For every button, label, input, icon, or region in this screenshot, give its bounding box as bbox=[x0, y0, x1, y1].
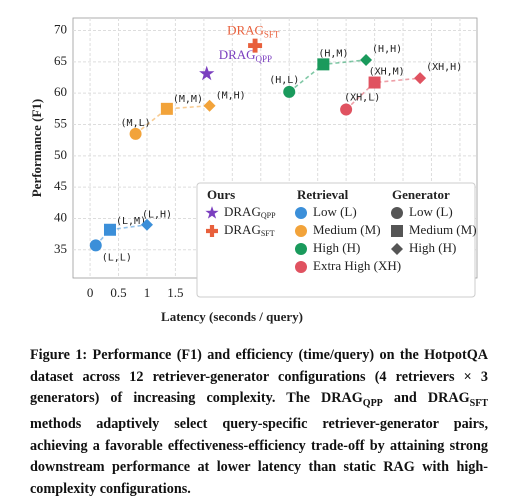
point-label: (H,M) bbox=[318, 48, 348, 59]
marker bbox=[103, 223, 116, 236]
marker bbox=[368, 76, 381, 89]
marker bbox=[340, 103, 353, 116]
point-label: (H,H) bbox=[372, 44, 402, 55]
legend-entry: Extra High (XH) bbox=[313, 258, 401, 273]
marker bbox=[391, 225, 403, 237]
x-tick-label: 0.5 bbox=[110, 285, 126, 300]
marker bbox=[391, 207, 403, 219]
point-label: (XH,M) bbox=[369, 67, 405, 78]
chart: Latency (seconds / query) Performance (F… bbox=[29, 17, 478, 324]
marker bbox=[360, 53, 373, 66]
marker bbox=[317, 58, 330, 71]
point-label: (L,L) bbox=[102, 252, 132, 263]
legend-sub: QPP bbox=[261, 211, 276, 220]
point-label: (L,M) bbox=[116, 216, 146, 227]
y-tick-label: 55 bbox=[54, 115, 67, 130]
caption-text: methods adaptively select query-specific… bbox=[30, 416, 488, 497]
marker bbox=[205, 206, 219, 219]
legend-sub: SFT bbox=[261, 229, 275, 238]
marker bbox=[391, 243, 403, 255]
caption-text: Performance (F1) and efficiency (time/qu… bbox=[30, 347, 488, 406]
y-axis-label: Performance (F1) bbox=[29, 99, 44, 198]
marker bbox=[206, 225, 218, 237]
point-label: (H,L) bbox=[269, 75, 299, 86]
x-tick-label: 1 bbox=[144, 285, 151, 300]
marker bbox=[140, 218, 153, 231]
caption-subscript: QPP bbox=[362, 397, 383, 409]
caption: Figure 1: Performance (F1) and efficienc… bbox=[30, 345, 488, 500]
marker bbox=[295, 225, 307, 237]
legend-entry: DRAGSFT bbox=[224, 222, 275, 238]
caption-text: and DRAG bbox=[382, 390, 470, 406]
marker bbox=[295, 243, 307, 255]
method-name: DRAG bbox=[219, 47, 256, 62]
point-label: (XH,H) bbox=[426, 62, 462, 73]
method-sub: SFT bbox=[264, 30, 280, 40]
y-tick-label: 65 bbox=[54, 53, 67, 68]
legend-entry: Medium (M) bbox=[313, 222, 381, 237]
legend-title: Retrieval bbox=[297, 187, 349, 202]
marker bbox=[283, 85, 296, 98]
y-tick-label: 60 bbox=[54, 84, 67, 99]
marker bbox=[199, 65, 215, 81]
point-label: (M,L) bbox=[121, 118, 151, 129]
legend-entry: DRAGQPP bbox=[224, 204, 276, 220]
x-axis-label: Latency (seconds / query) bbox=[161, 309, 303, 324]
x-tick-label: 1.5 bbox=[167, 285, 183, 300]
point-label: (XH,L) bbox=[344, 92, 380, 103]
method-label: DRAGQPP bbox=[219, 47, 272, 64]
y-tick-label: 70 bbox=[54, 22, 67, 37]
point-label: (M,M) bbox=[173, 94, 203, 105]
method-label: DRAGSFT bbox=[227, 23, 280, 40]
x-tick-label: 0 bbox=[87, 285, 94, 300]
caption-subscript: SFT bbox=[469, 397, 488, 409]
marker bbox=[248, 38, 263, 53]
caption-label: Figure 1: bbox=[30, 347, 88, 363]
legend-title: Generator bbox=[392, 187, 450, 202]
method-name: DRAG bbox=[227, 23, 264, 38]
legend-title: Ours bbox=[207, 187, 235, 202]
legend-box bbox=[196, 182, 476, 298]
marker bbox=[295, 207, 307, 219]
legend-entry: Low (L) bbox=[409, 204, 453, 219]
point-label: (L,H) bbox=[142, 210, 172, 221]
method-sub: QPP bbox=[256, 54, 273, 64]
legend-name: DRAG bbox=[224, 204, 261, 219]
marker bbox=[414, 72, 427, 85]
marker bbox=[129, 127, 142, 140]
marker bbox=[295, 261, 307, 273]
legend-name: DRAG bbox=[224, 222, 261, 237]
legend-entry: High (H) bbox=[409, 240, 456, 255]
marker bbox=[89, 239, 102, 252]
marker bbox=[203, 99, 216, 112]
legend-entry: High (H) bbox=[313, 240, 360, 255]
y-tick-label: 40 bbox=[54, 209, 67, 224]
y-tick-label: 50 bbox=[54, 147, 67, 162]
legend-entry: Medium (M) bbox=[409, 222, 477, 237]
y-tick-label: 45 bbox=[54, 178, 67, 193]
legend-entry: Low (L) bbox=[313, 204, 357, 219]
y-tick-label: 35 bbox=[54, 241, 67, 256]
point-label: (M,H) bbox=[216, 91, 246, 102]
marker bbox=[160, 102, 173, 115]
